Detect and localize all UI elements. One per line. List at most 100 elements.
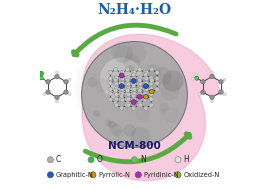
Circle shape [132, 70, 137, 75]
Circle shape [139, 76, 143, 80]
Circle shape [119, 73, 124, 77]
Circle shape [143, 70, 147, 75]
Circle shape [131, 98, 135, 102]
Circle shape [119, 77, 123, 81]
Circle shape [114, 76, 118, 80]
Circle shape [68, 93, 71, 96]
Circle shape [149, 92, 153, 97]
Circle shape [55, 95, 59, 100]
Circle shape [126, 101, 130, 105]
Circle shape [132, 81, 137, 85]
Circle shape [114, 82, 118, 86]
Circle shape [46, 79, 50, 84]
Circle shape [114, 123, 118, 127]
Circle shape [82, 42, 187, 147]
Circle shape [155, 70, 159, 75]
Circle shape [119, 83, 124, 88]
Text: NCM-800: NCM-800 [108, 141, 161, 151]
Circle shape [131, 81, 135, 85]
Circle shape [123, 54, 140, 70]
Circle shape [119, 92, 123, 96]
Circle shape [43, 93, 46, 96]
Circle shape [137, 86, 141, 91]
Circle shape [144, 83, 148, 88]
Circle shape [119, 95, 124, 100]
Circle shape [108, 120, 115, 128]
Circle shape [137, 97, 141, 101]
Circle shape [131, 127, 150, 146]
Circle shape [126, 97, 130, 101]
Circle shape [121, 92, 125, 96]
Circle shape [126, 103, 130, 107]
Circle shape [114, 89, 118, 93]
Circle shape [55, 71, 59, 74]
Circle shape [223, 78, 226, 81]
Circle shape [219, 90, 223, 94]
Circle shape [137, 92, 141, 97]
Circle shape [121, 98, 125, 102]
Circle shape [119, 81, 123, 85]
Circle shape [128, 88, 139, 99]
Circle shape [137, 103, 141, 107]
Circle shape [114, 97, 118, 101]
Circle shape [134, 101, 139, 106]
Circle shape [195, 76, 199, 80]
Circle shape [160, 103, 169, 112]
Text: Pyrrolic-N: Pyrrolic-N [98, 172, 130, 178]
Circle shape [138, 80, 142, 84]
Circle shape [144, 95, 148, 100]
Circle shape [68, 78, 71, 81]
Circle shape [126, 89, 130, 93]
Circle shape [210, 74, 214, 79]
Circle shape [101, 62, 159, 121]
Circle shape [114, 78, 118, 82]
Circle shape [126, 90, 130, 94]
Circle shape [90, 172, 96, 178]
Circle shape [132, 85, 136, 89]
Circle shape [125, 97, 129, 101]
Circle shape [139, 92, 143, 97]
Circle shape [132, 92, 137, 96]
Circle shape [126, 80, 130, 84]
Circle shape [125, 76, 129, 80]
Circle shape [126, 67, 130, 72]
Circle shape [150, 78, 154, 82]
Circle shape [87, 77, 97, 87]
Circle shape [110, 124, 122, 136]
Circle shape [114, 80, 118, 84]
Circle shape [144, 87, 149, 91]
Circle shape [125, 86, 129, 91]
Circle shape [138, 89, 142, 93]
Circle shape [150, 80, 154, 84]
Circle shape [127, 65, 134, 73]
Circle shape [132, 83, 136, 88]
Circle shape [138, 90, 142, 94]
Circle shape [99, 60, 161, 122]
Circle shape [125, 92, 129, 97]
Circle shape [144, 85, 148, 89]
Circle shape [126, 43, 146, 63]
Circle shape [143, 98, 147, 102]
Circle shape [126, 92, 130, 97]
Circle shape [132, 87, 137, 91]
Circle shape [93, 110, 100, 117]
Circle shape [119, 87, 123, 91]
Circle shape [131, 87, 135, 91]
Circle shape [210, 71, 214, 74]
Circle shape [122, 82, 144, 104]
Circle shape [108, 87, 112, 91]
Text: N: N [140, 155, 146, 164]
Circle shape [131, 92, 135, 96]
Text: H: H [183, 155, 189, 164]
Circle shape [201, 79, 205, 84]
Circle shape [55, 74, 59, 79]
Circle shape [144, 94, 148, 98]
Circle shape [132, 92, 136, 96]
Circle shape [126, 87, 141, 101]
Circle shape [154, 67, 172, 85]
Circle shape [160, 81, 179, 101]
Circle shape [111, 41, 133, 63]
Circle shape [149, 76, 153, 80]
Circle shape [126, 78, 130, 82]
Circle shape [125, 82, 129, 86]
